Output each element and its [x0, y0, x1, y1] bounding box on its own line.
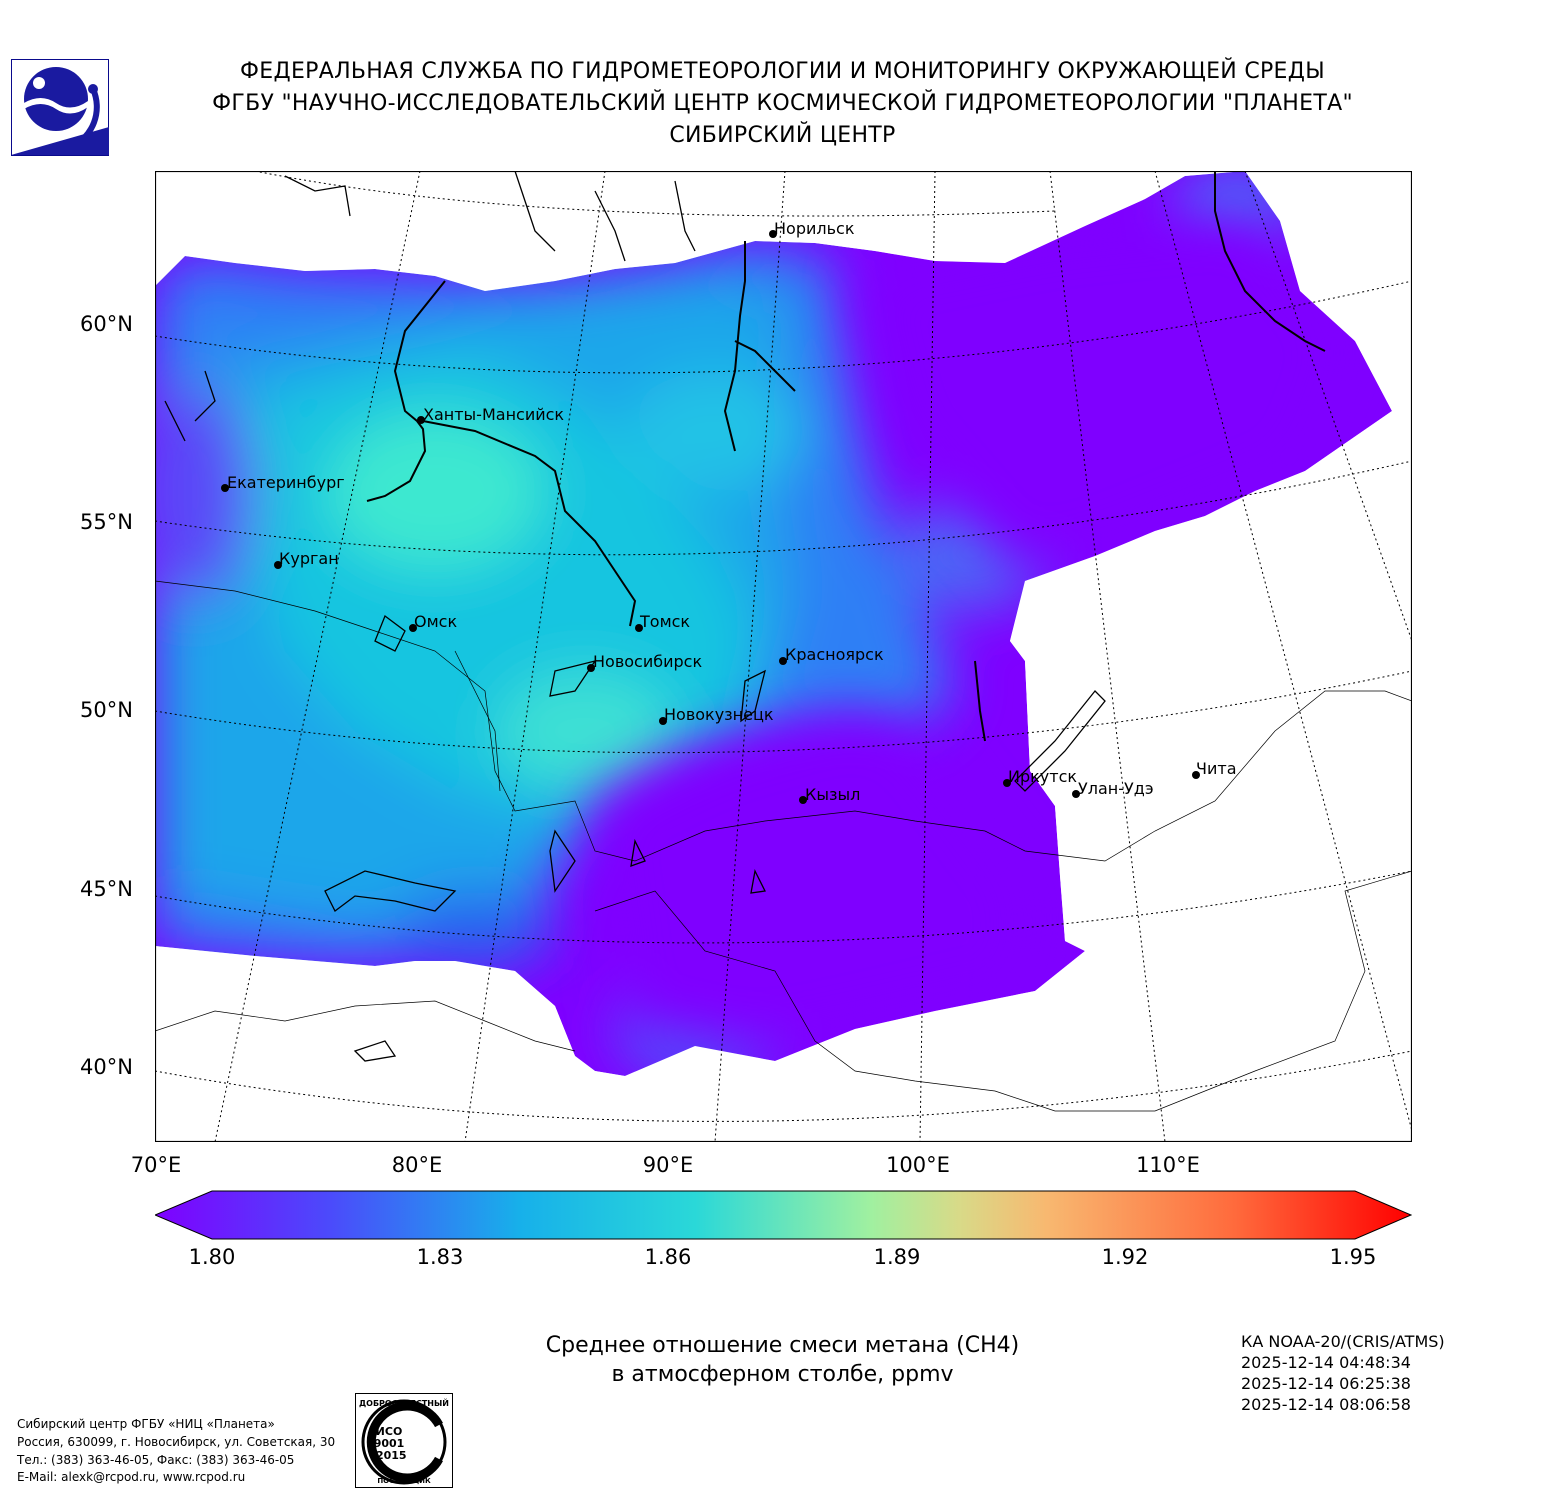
svg-text:-2015: -2015 — [371, 1449, 406, 1462]
footer-contact: E-Mail: alexk@rcpod.ru, www.rcpod.ru — [17, 1470, 246, 1484]
footer-phone: Тел.: (383) 363-46-05, Факс: (383) 363-4… — [17, 1453, 295, 1467]
colorbar — [153, 1190, 1413, 1240]
city-khanty-mansiysk: Ханты-Мансийск — [423, 405, 564, 424]
planeta-logo — [11, 59, 109, 156]
colorbar-tick-2: 1.83 — [416, 1245, 464, 1269]
lat-label-50: 50°N — [80, 698, 133, 722]
iso-certificate-badge: ДОБРОСОВЕСТНЫЙ ИСО 9001 -2015 ПОСТАВЩИК — [355, 1393, 453, 1488]
svg-text:9001: 9001 — [374, 1437, 405, 1450]
city-markers: Норильск Ханты-Мансийск Екатеринбург Кур… — [221, 219, 1237, 804]
satellite-time-2: 2025-12-14 06:25:38 — [1241, 1374, 1411, 1393]
svg-text:ПОСТАВЩИК: ПОСТАВЩИК — [377, 1477, 431, 1485]
city-chita: Чита — [1196, 759, 1237, 778]
header-center: СИБИРСКИЙ ЦЕНТР — [669, 123, 896, 148]
city-irkutsk: Иркутск — [1008, 767, 1077, 786]
caption-title: Среднее отношение смеси метана (CH4) — [545, 1333, 1020, 1358]
lon-label-110: 110°E — [1136, 1153, 1200, 1177]
lon-label-100: 100°E — [886, 1153, 950, 1177]
satellite-name: КА NOAA-20/(CRIS/ATMS) — [1241, 1332, 1445, 1351]
colorbar-tick-6: 1.95 — [1329, 1245, 1377, 1269]
lon-label-90: 90°E — [642, 1153, 694, 1177]
header-institute: ФГБУ "НАУЧНО-ИССЛЕДОВАТЕЛЬСКИЙ ЦЕНТР КОС… — [212, 91, 1353, 116]
methane-map: Норильск Ханты-Мансийск Екатеринбург Кур… — [154, 170, 1413, 1143]
city-novokuznetsk: Новокузнецк — [664, 705, 774, 724]
colorbar-tick-4: 1.89 — [873, 1245, 921, 1269]
colorbar-tick-1: 1.80 — [188, 1245, 236, 1269]
header-agency: ФЕДЕРАЛЬНАЯ СЛУЖБА ПО ГИДРОМЕТЕОРОЛОГИИ … — [240, 59, 1325, 84]
footer-address: Россия, 630099, г. Новосибирск, ул. Сове… — [17, 1435, 336, 1449]
footer-org: Сибирский центр ФГБУ «НИЦ «Планета» — [17, 1417, 275, 1431]
colorbar-tick-5: 1.92 — [1101, 1245, 1149, 1269]
colorbar-tick-3: 1.86 — [644, 1245, 692, 1269]
svg-text:ИСО: ИСО — [376, 1425, 403, 1438]
svg-text:ДОБРОСОВЕСТНЫЙ: ДОБРОСОВЕСТНЫЙ — [359, 1397, 449, 1408]
city-omsk: Омск — [414, 612, 457, 631]
lat-label-45: 45°N — [80, 877, 133, 901]
satellite-time-3: 2025-12-14 08:06:58 — [1241, 1395, 1411, 1414]
satellite-time-1: 2025-12-14 04:48:34 — [1241, 1353, 1411, 1372]
city-ulan-ude: Улан-Удэ — [1078, 779, 1154, 798]
city-kyzyl: Кызыл — [805, 785, 860, 804]
city-yekaterinburg: Екатеринбург — [227, 473, 345, 492]
lon-label-80: 80°E — [391, 1153, 443, 1177]
city-kurgan: Курган — [279, 549, 339, 568]
city-krasnoyarsk: Красноярск — [785, 645, 884, 664]
city-tomsk: Томск — [639, 612, 690, 631]
lat-label-55: 55°N — [80, 510, 133, 534]
city-norilsk: Норильск — [774, 219, 855, 238]
lon-label-70: 70°E — [130, 1153, 182, 1177]
city-novosibirsk: Новосибирск — [593, 652, 702, 671]
caption-subtitle: в атмосферном столбе, ppmv — [611, 1362, 954, 1387]
lat-label-40: 40°N — [80, 1055, 133, 1079]
lat-label-60: 60°N — [80, 312, 133, 336]
